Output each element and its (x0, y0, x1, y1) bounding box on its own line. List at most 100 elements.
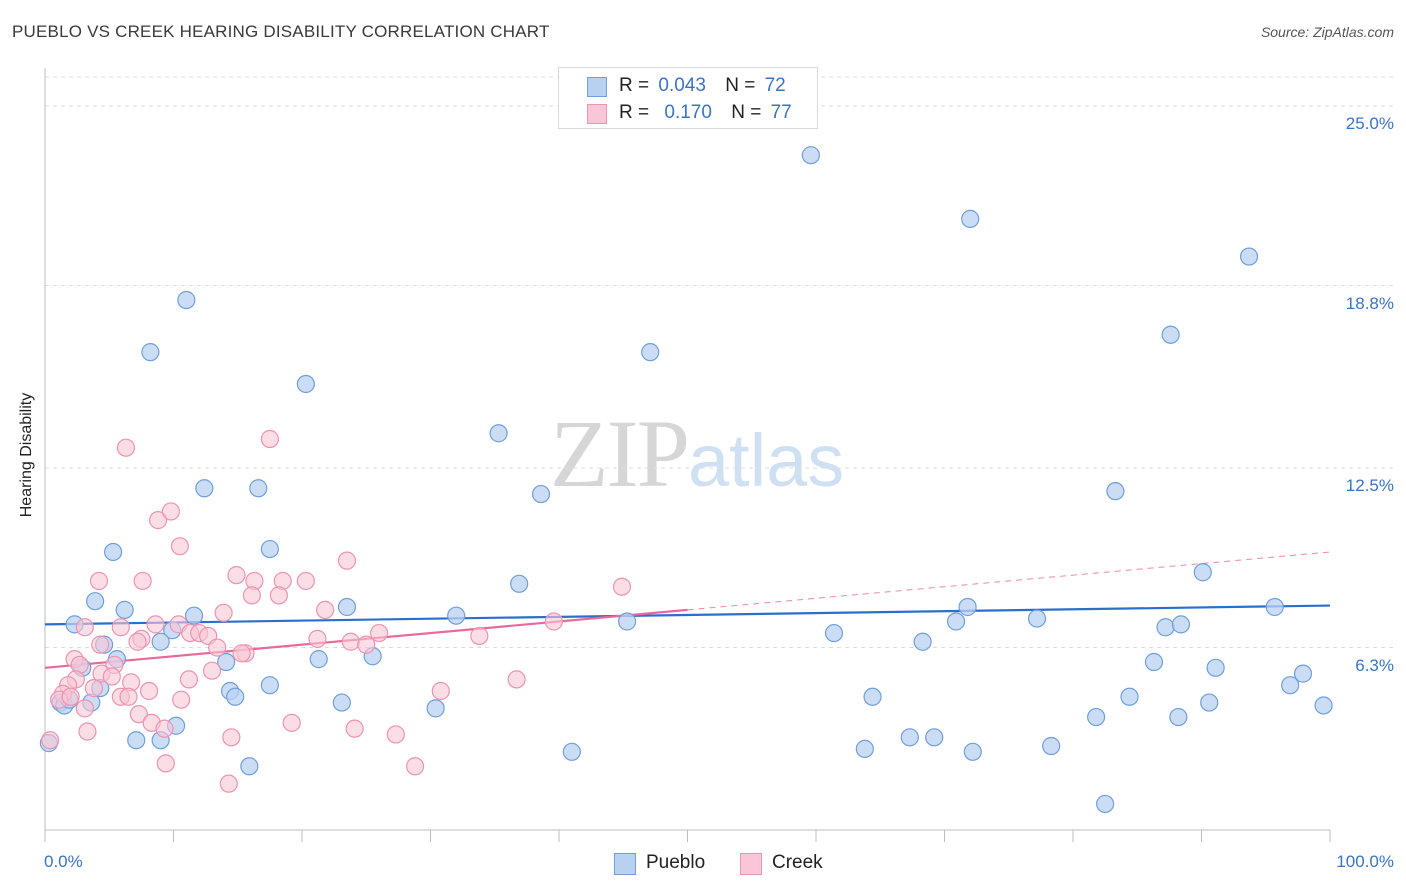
data-point-creek (296, 571, 315, 591)
data-point-creek (75, 618, 94, 637)
legend-n-label: N = (731, 102, 762, 123)
data-point-creek (161, 502, 181, 521)
data-point-pueblo (447, 606, 466, 625)
data-point-pueblo (1156, 618, 1175, 637)
legend-n-value-pueblo: 72 (764, 75, 786, 96)
data-point-pueblo (249, 479, 268, 498)
data-point-pueblo (913, 632, 932, 651)
legend-swatch-creek (587, 104, 607, 124)
data-point-pueblo (1265, 597, 1284, 617)
point-layer (39, 146, 1333, 814)
legend: R = 0.043 N = 72 R = 0.170 N = 77 (558, 67, 818, 129)
data-point-pueblo (900, 728, 919, 747)
data-point-pueblo (195, 479, 214, 498)
data-point-creek (89, 571, 109, 591)
data-point-pueblo (309, 650, 328, 669)
x-tick-label: 0.0% (44, 852, 83, 871)
data-point-pueblo (1096, 794, 1115, 814)
data-point-creek (260, 429, 279, 449)
data-point-pueblo (296, 374, 315, 394)
data-point-pueblo (1206, 658, 1225, 677)
data-point-creek (232, 644, 251, 663)
data-point-pueblo (531, 484, 551, 504)
data-point-pueblo (489, 424, 508, 443)
data-point-creek (208, 638, 227, 657)
data-point-creek (75, 699, 94, 718)
data-point-pueblo (260, 676, 279, 695)
y-axis-label: Hearing Disability (18, 392, 35, 518)
data-point-creek (172, 690, 191, 709)
data-point-creek (202, 661, 222, 680)
data-point-pueblo (177, 290, 196, 310)
legend-r-value-pueblo: 0.043 (658, 75, 706, 96)
data-point-pueblo (1200, 693, 1219, 712)
trend-line-extension-creek (687, 551, 1331, 611)
data-point-pueblo (141, 343, 160, 362)
data-point-creek (308, 629, 327, 648)
bottom-legend-swatch-pueblo (614, 853, 636, 875)
data-point-creek (111, 618, 130, 637)
y-tick-label: 25.0% (1345, 113, 1394, 133)
data-point-creek (170, 537, 190, 556)
data-point-creek (84, 678, 103, 698)
bottom-legend-swatch-creek (740, 853, 762, 875)
legend-r-label: R = (619, 75, 650, 96)
data-point-pueblo (86, 592, 105, 611)
data-point-creek (78, 722, 97, 741)
data-point-creek (133, 571, 152, 591)
data-point-pueblo (824, 623, 844, 643)
data-point-pueblo (946, 612, 966, 631)
legend-swatch-pueblo (587, 77, 607, 97)
data-point-pueblo (1120, 687, 1139, 706)
data-point-pueblo (1293, 664, 1313, 683)
data-point-creek (544, 612, 563, 631)
y-tick-label: 6.3% (1355, 655, 1394, 675)
data-point-creek (222, 728, 241, 747)
data-point-pueblo (226, 687, 245, 706)
data-point-creek (386, 725, 405, 744)
chart-title: PUEBLO VS CREEK HEARING DISABILITY CORRE… (12, 22, 550, 41)
data-point-pueblo (618, 612, 637, 631)
grid-layer (45, 76, 1395, 649)
data-point-pueblo (855, 739, 874, 759)
data-point-pueblo (1144, 652, 1164, 672)
data-point-creek (337, 551, 357, 570)
data-point-creek (91, 635, 110, 654)
data-point-pueblo (1027, 609, 1047, 628)
data-point-creek (219, 774, 238, 793)
data-point-pueblo (104, 542, 123, 562)
data-point-creek (357, 635, 376, 654)
legend-r-label: R = (619, 102, 650, 123)
data-point-pueblo (115, 600, 134, 619)
data-point-pueblo (562, 742, 581, 761)
data-point-pueblo (863, 687, 882, 706)
data-point-creek (139, 681, 159, 701)
chart-source: Source: ZipAtlas.com (1260, 24, 1394, 40)
data-point-pueblo (1193, 563, 1212, 582)
legend-stats-creek: R = 0.170 N = 77 (619, 102, 792, 124)
data-point-creek (61, 687, 80, 706)
bottom-legend-label-pueblo: Pueblo (646, 852, 706, 873)
data-point-pueblo (1161, 325, 1180, 344)
data-point-pueblo (1239, 247, 1259, 266)
data-point-creek (146, 615, 165, 634)
data-point-pueblo (510, 574, 529, 593)
legend-r-value-creek: 0.170 (664, 102, 712, 123)
data-point-creek (119, 687, 138, 706)
data-point-pueblo (1281, 676, 1300, 695)
data-point-pueblo (963, 742, 982, 761)
data-point-creek (116, 438, 136, 457)
data-point-creek (148, 511, 168, 530)
data-point-creek (470, 626, 489, 646)
watermark-atlas: atlas (688, 419, 845, 502)
data-point-pueblo (426, 699, 445, 718)
y-tick-label: 18.8% (1345, 293, 1394, 313)
x-tick-label: 100.0% (1336, 852, 1394, 871)
data-point-creek (41, 731, 60, 750)
data-point-pueblo (184, 606, 204, 625)
data-point-creek (507, 670, 526, 689)
data-point-pueblo (1087, 707, 1106, 727)
watermark-zip: ZIP (550, 400, 690, 507)
data-point-pueblo (217, 652, 236, 672)
